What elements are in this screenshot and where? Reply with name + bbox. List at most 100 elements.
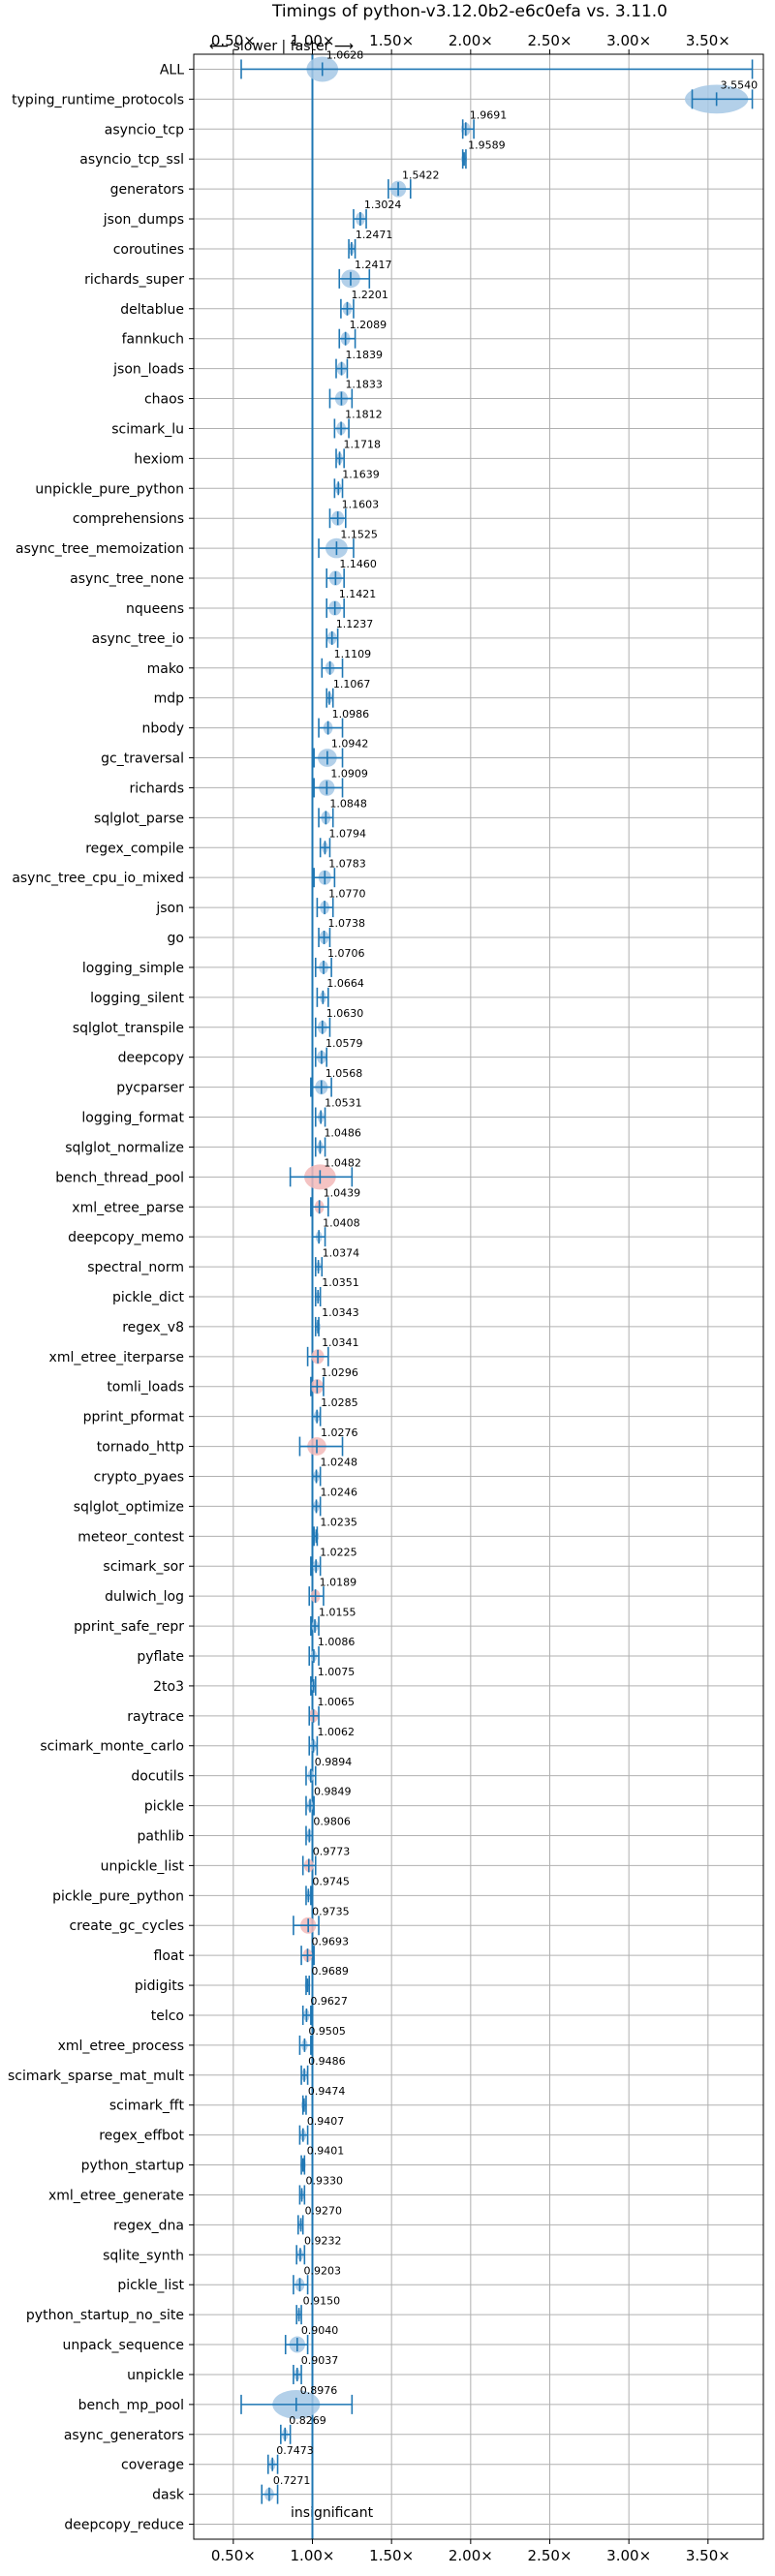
value-label: 1.1525: [340, 528, 378, 540]
value-label: 1.9691: [470, 108, 508, 121]
plot-frame: [193, 53, 764, 2540]
value-label: 1.5422: [402, 169, 440, 181]
x-tick-label-bottom: 3.00×: [606, 2547, 651, 2564]
value-label: 1.0738: [328, 917, 366, 930]
benchmark-label: ALL: [160, 62, 184, 77]
value-label: 1.2417: [355, 259, 392, 271]
benchmark-label: nqueens: [126, 601, 184, 617]
value-label: 3.5540: [721, 79, 759, 92]
benchmark-label: pprint_pformat: [83, 1410, 185, 1426]
value-label: 0.9773: [313, 1846, 351, 1858]
value-label: 0.7473: [276, 2444, 314, 2457]
value-label: 1.0794: [328, 827, 366, 840]
value-label: 1.0706: [327, 947, 365, 960]
value-label: 0.9330: [306, 2175, 344, 2188]
value-label: 1.0568: [326, 1067, 363, 1080]
value-label: 0.9150: [303, 2294, 341, 2307]
benchmark-label: pidigits: [135, 1978, 184, 1994]
benchmark-label: sqlglot_parse: [94, 811, 184, 826]
x-tick-label-bottom: 2.00×: [449, 2547, 493, 2564]
value-label: 0.9203: [303, 2264, 341, 2277]
benchmark-label: deltablue: [120, 302, 184, 318]
value-label: 0.9232: [304, 2234, 342, 2247]
benchmark-label: xml_etree_parse: [72, 1200, 184, 1215]
value-label: 1.2201: [351, 289, 388, 301]
x-tick-label-top: 2.00×: [449, 32, 493, 49]
chart-title: Timings of python-v3.12.0b2-e6c0efa vs. …: [271, 2, 667, 21]
value-label: 0.9735: [312, 1905, 350, 1917]
benchmark-label: asyncio_tcp: [105, 122, 184, 138]
benchmark-label: docutils: [131, 1769, 184, 1785]
benchmark-label: comprehensions: [73, 511, 184, 527]
value-label: 1.0482: [324, 1157, 361, 1170]
x-tick-label-bottom: 3.50×: [686, 2547, 730, 2564]
benchmark-label: logging_format: [81, 1111, 184, 1126]
x-tick-label-top: 3.50×: [686, 32, 730, 49]
value-label: 1.0075: [318, 1666, 356, 1678]
benchmark-label: regex_v8: [122, 1320, 184, 1335]
benchmark-label: async_tree_cpu_io_mixed: [12, 871, 184, 886]
benchmark-label: tomli_loads: [107, 1380, 184, 1395]
benchmark-label: xml_etree_iterparse: [49, 1350, 184, 1365]
benchmark-label: unpickle_pure_python: [35, 481, 184, 497]
value-label: 1.1639: [342, 468, 380, 480]
value-label: 1.9589: [468, 138, 506, 151]
benchmark-label: unpickle_list: [101, 1858, 185, 1874]
benchmark-label: sqlglot_transpile: [73, 1021, 184, 1036]
direction-annotation: ⟵ slower | faster ⟶: [209, 39, 354, 54]
value-label: 1.0628: [326, 49, 364, 62]
value-label: 0.9627: [310, 1995, 348, 2008]
x-tick-label-top: 0.50×: [211, 32, 256, 49]
benchmark-label: regex_compile: [85, 841, 184, 856]
benchmark-label: bench_mp_pool: [78, 2398, 184, 2413]
benchmark-label: deepcopy: [118, 1051, 184, 1066]
benchmark-label: pickle_pure_python: [52, 1888, 184, 1904]
benchmark-label: json: [155, 901, 184, 916]
insignificant-label: insignificant: [291, 2505, 374, 2521]
benchmark-label: scimark_monte_carlo: [40, 1739, 184, 1755]
benchmark-label: gc_traversal: [101, 751, 184, 767]
value-label: 0.9894: [315, 1756, 353, 1768]
value-label: 1.0246: [321, 1487, 358, 1499]
value-label: 1.0225: [320, 1546, 357, 1558]
benchmark-label: dask: [152, 2488, 185, 2503]
x-tick-label-top: 1.00×: [291, 32, 335, 49]
value-label: 1.0341: [322, 1336, 359, 1349]
benchmark-label: scimark_sparse_mat_mult: [8, 2069, 184, 2084]
value-label: 0.8269: [289, 2414, 326, 2427]
value-label: 0.9037: [301, 2354, 339, 2367]
value-label: 0.9505: [308, 2025, 346, 2038]
value-label: 1.0986: [332, 708, 370, 721]
value-label: 1.1833: [345, 379, 383, 391]
benchmark-label: pathlib: [138, 1828, 185, 1844]
value-label: 1.0065: [318, 1696, 356, 1708]
benchmark-label: xml_etree_process: [58, 2039, 184, 2054]
benchmark-label: async_tree_io: [92, 631, 184, 647]
benchmark-label: pycparser: [116, 1081, 184, 1096]
benchmark-label: fannkuch: [122, 332, 184, 348]
benchmark-label: scimark_fft: [109, 2099, 185, 2114]
x-tick-label-bottom: 2.50×: [528, 2547, 573, 2564]
value-label: 1.0248: [321, 1457, 358, 1469]
value-label: 1.1109: [334, 648, 372, 660]
benchmark-label: python_startup: [81, 2159, 184, 2174]
benchmark-label: go: [168, 931, 184, 946]
value-label: 1.0770: [328, 887, 366, 900]
value-label: 1.2471: [356, 229, 393, 241]
value-label: 0.9407: [307, 2115, 345, 2128]
value-label: 1.0909: [330, 768, 368, 781]
benchmark-label: crypto_pyaes: [94, 1469, 184, 1485]
benchmark-label: raytrace: [127, 1709, 184, 1725]
benchmark-label: coroutines: [113, 242, 184, 258]
benchmark-label: pickle: [144, 1799, 184, 1815]
benchmark-label: create_gc_cycles: [69, 1918, 184, 1934]
value-label: 1.0155: [319, 1606, 356, 1618]
value-label: 1.0783: [328, 857, 366, 870]
benchmark-label: telco: [151, 2009, 184, 2024]
value-label: 1.0343: [322, 1306, 359, 1319]
value-label: 1.1603: [342, 498, 380, 510]
grid-lines: [189, 49, 763, 2544]
benchmark-label: richards_super: [84, 272, 184, 288]
